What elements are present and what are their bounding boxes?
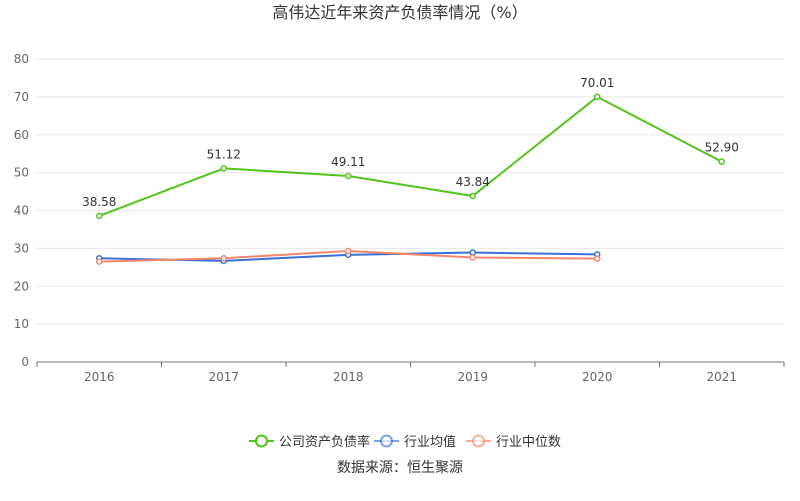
data-source: 数据来源：恒生聚源 bbox=[337, 460, 463, 476]
x-tick-label: 2019 bbox=[457, 370, 488, 384]
series-line bbox=[98, 95, 723, 217]
y-tick-label: 80 bbox=[14, 52, 29, 66]
data-point bbox=[96, 258, 103, 265]
series-company: 38.58 51.12 49.11 43.84 70.01 52.90 bbox=[82, 76, 739, 220]
grid-lines bbox=[37, 58, 784, 325]
y-axis: 0 10 20 30 40 50 60 70 80 bbox=[14, 52, 29, 369]
y-tick-label: 30 bbox=[14, 241, 29, 255]
series-industry-median bbox=[96, 247, 601, 265]
y-tick-label: 10 bbox=[14, 317, 29, 331]
legend-label: 行业均值 bbox=[404, 434, 456, 450]
data-point bbox=[345, 247, 352, 255]
data-label: 43.84 bbox=[456, 175, 490, 189]
legend-marker bbox=[255, 434, 268, 448]
legend-item: 公司资产负债率 bbox=[249, 434, 370, 450]
data-point bbox=[469, 192, 476, 200]
data-label: 52.90 bbox=[705, 141, 739, 155]
data-point bbox=[718, 158, 725, 165]
data-point bbox=[469, 254, 476, 261]
data-point bbox=[345, 172, 352, 180]
data-point bbox=[594, 255, 601, 262]
y-tick-label: 20 bbox=[14, 279, 29, 293]
data-point bbox=[220, 165, 227, 172]
x-tick-label: 2020 bbox=[582, 370, 613, 384]
x-tick-label: 2018 bbox=[333, 370, 364, 384]
y-tick-label: 40 bbox=[14, 204, 29, 218]
y-tick-label: 50 bbox=[14, 166, 29, 180]
legend-label: 行业中位数 bbox=[496, 435, 561, 450]
data-label: 49.11 bbox=[331, 155, 365, 169]
series-group: 38.58 51.12 49.11 43.84 70.01 52.90 bbox=[82, 76, 739, 265]
legend-label: 公司资产负债率 bbox=[279, 434, 370, 450]
legend: 公司资产负债率 行业均值 行业中位数 bbox=[249, 434, 561, 450]
data-point bbox=[96, 212, 103, 220]
data-point bbox=[594, 93, 601, 101]
legend-marker bbox=[380, 434, 393, 448]
x-axis: 2016 2017 2018 2019 2020 2021 bbox=[36, 361, 785, 384]
legend-item: 行业均值 bbox=[374, 434, 456, 450]
data-label: 51.12 bbox=[207, 147, 241, 161]
y-tick-label: 0 bbox=[21, 355, 29, 369]
data-label: 38.58 bbox=[82, 195, 116, 209]
y-tick-label: 70 bbox=[14, 90, 29, 104]
legend-marker bbox=[472, 434, 485, 448]
legend-item: 行业中位数 bbox=[466, 434, 561, 450]
x-tick-label: 2016 bbox=[84, 370, 115, 384]
x-tick-label: 2017 bbox=[208, 370, 239, 384]
y-tick-label: 60 bbox=[14, 128, 29, 142]
chart-title: 高伟达近年来资产负债率情况（%） bbox=[272, 3, 527, 22]
data-point bbox=[220, 254, 227, 262]
x-tick-label: 2021 bbox=[706, 370, 737, 384]
data-label: 70.01 bbox=[580, 76, 614, 90]
